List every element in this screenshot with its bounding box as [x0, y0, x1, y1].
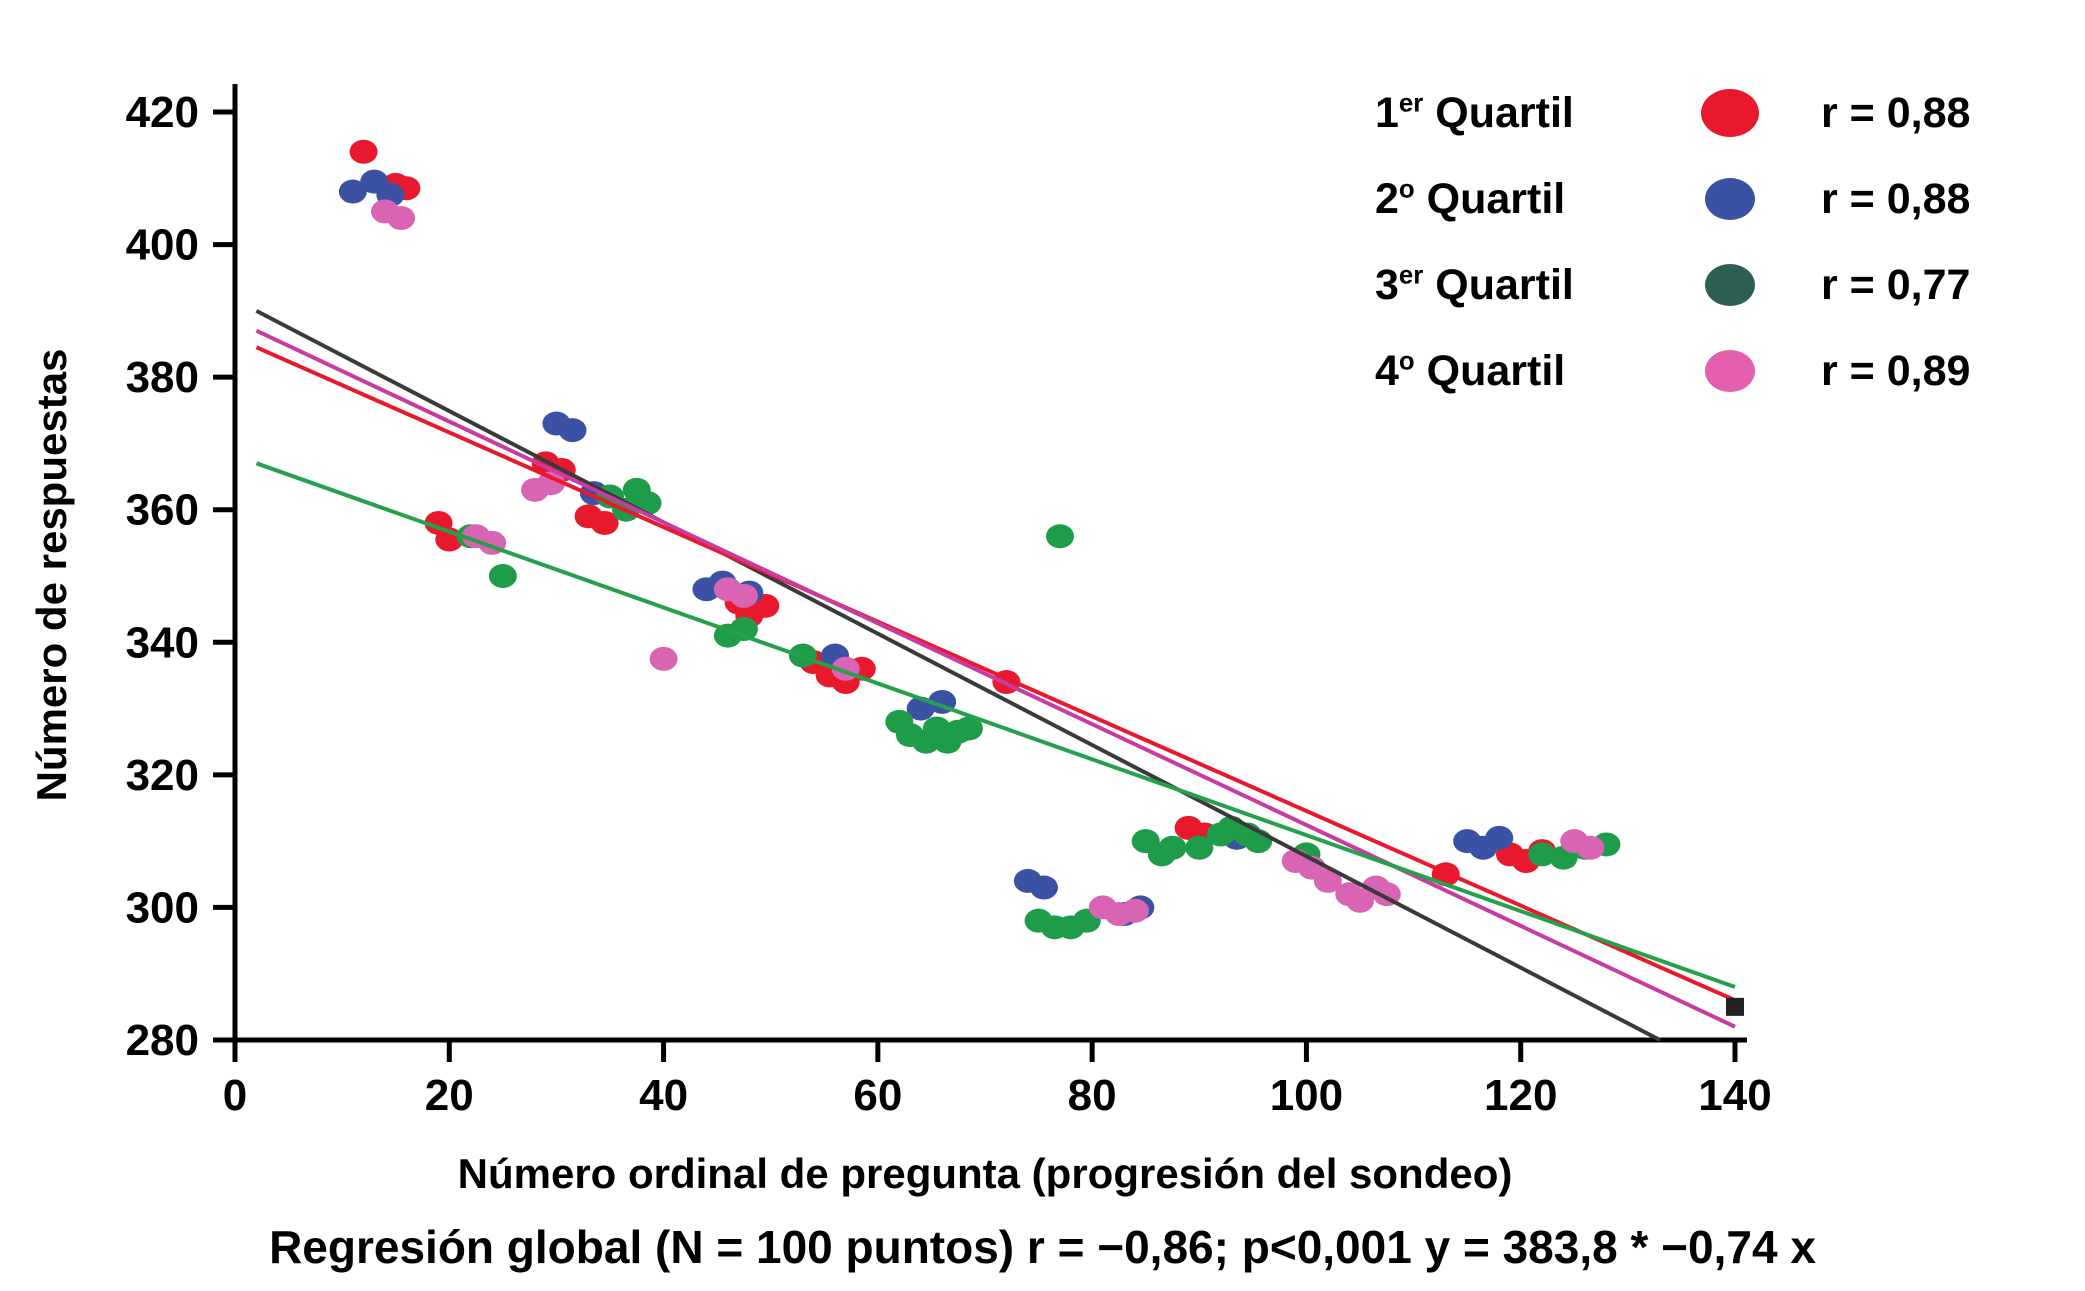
legend-row-quartil-2: 2o Quartil r = 0,88 — [1375, 156, 2035, 242]
data-point — [1185, 835, 1214, 860]
y-tick-label: 280 — [126, 1016, 199, 1065]
data-point — [954, 716, 983, 741]
global-regression-caption: Regresión global (N = 100 puntos) r = −0… — [269, 1221, 1816, 1273]
data-point — [1485, 825, 1514, 850]
data-point — [1029, 875, 1058, 900]
data-point — [590, 510, 619, 535]
legend-row-quartil-1: 1er Quartil r = 0,88 — [1375, 70, 2035, 156]
data-point — [729, 583, 758, 608]
y-tick-label: 400 — [126, 221, 199, 270]
legend-r-value: r = 0,89 — [1821, 346, 1971, 395]
regression-line-quartil-3 — [255, 461, 1736, 989]
data-point — [338, 179, 367, 204]
x-tick-label: 120 — [1484, 1071, 1557, 1120]
y-tick-label: 340 — [126, 618, 199, 667]
legend-color-dot — [1705, 264, 1755, 306]
data-point — [1528, 842, 1557, 867]
x-tick-label: 140 — [1698, 1071, 1771, 1120]
x-tick-label: 80 — [1068, 1071, 1117, 1120]
data-point — [1576, 835, 1605, 860]
x-tick-label: 40 — [639, 1071, 688, 1120]
legend-color-dot — [1705, 178, 1755, 220]
legend: 1er Quartil r = 0,88 2o Quartil r = 0,88 3er… — [1375, 70, 2035, 414]
legend-label: 1er Quartil — [1375, 88, 1574, 137]
x-axis-label: Número ordinal de pregunta (progresión d… — [457, 1150, 1513, 1197]
legend-row-quartil-3: 3er Quartil r = 0,77 — [1375, 242, 2035, 328]
y-axis-label: Número de respuestas — [28, 348, 75, 802]
data-point — [488, 564, 517, 588]
data-point — [558, 418, 587, 443]
x-tick-label: 60 — [853, 1071, 902, 1120]
x-tick-label: 100 — [1270, 1071, 1343, 1120]
y-tick-label: 320 — [126, 751, 199, 800]
legend-label: 4o Quartil — [1375, 346, 1566, 395]
data-point — [649, 646, 678, 671]
y-tick-label: 360 — [126, 486, 199, 535]
regression-line-global — [255, 309, 1661, 1042]
end-marker — [1726, 997, 1744, 1016]
legend-row-quartil-4: 4o Quartil r = 0,89 — [1375, 328, 2035, 414]
y-tick-label: 420 — [126, 88, 199, 137]
data-point — [1158, 835, 1187, 860]
x-tick-label: 20 — [425, 1071, 474, 1120]
legend-r-value: r = 0,88 — [1821, 88, 1971, 137]
legend-label: 2o Quartil — [1375, 174, 1566, 223]
data-point — [349, 139, 378, 164]
data-point — [387, 206, 416, 231]
regression-line-quartil-1 — [255, 345, 1736, 1003]
legend-label: 3er Quartil — [1375, 260, 1574, 309]
data-point — [1046, 524, 1074, 549]
series-quartil-2 — [338, 169, 1514, 927]
legend-color-dot — [1705, 350, 1755, 392]
regression-line-quartil-4 — [255, 328, 1736, 1029]
data-point — [537, 471, 566, 496]
legend-r-value: r = 0,77 — [1821, 260, 1971, 309]
legend-r-value: r = 0,88 — [1821, 174, 1971, 223]
legend-color-dot — [1701, 89, 1759, 137]
data-point — [1121, 898, 1149, 923]
y-tick-label: 300 — [126, 883, 199, 932]
data-point — [1313, 868, 1342, 893]
y-tick-label: 380 — [126, 353, 199, 402]
x-tick-label: 0 — [223, 1071, 247, 1120]
